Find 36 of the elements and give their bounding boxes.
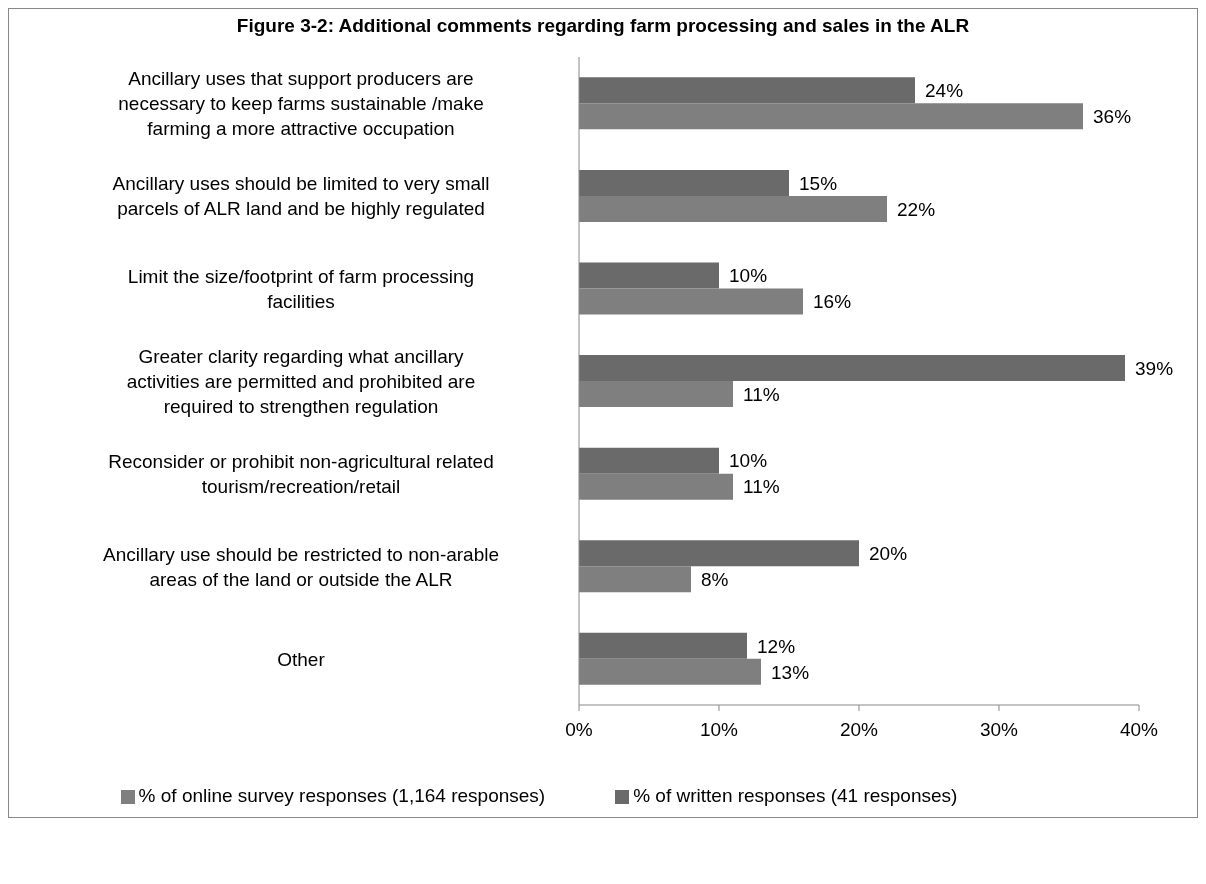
data-label: 39% <box>1135 357 1174 379</box>
data-label: 8% <box>701 568 729 590</box>
y-tick-label: Limit the size/footprint of farm processing facilities <box>127 265 475 312</box>
data-label: 20% <box>869 542 908 564</box>
y-tick-label: Ancillary use should be restricted to non-arable areas of the land or outside the ALR <box>102 543 500 590</box>
chart-title: Figure 3-2: Additional comments regarding farm processing and sales in the ALR <box>235 14 971 38</box>
x-tick-label: 20% <box>839 719 879 741</box>
data-label: 22% <box>897 198 936 220</box>
bar <box>579 540 859 567</box>
x-tick-label: 0% <box>565 719 593 741</box>
x-tick-label: 10% <box>699 719 739 741</box>
data-label: 15% <box>799 172 838 194</box>
y-tick-label: Other <box>277 648 326 670</box>
bar <box>579 632 747 659</box>
data-label: 10% <box>729 265 768 287</box>
data-label: 16% <box>813 291 852 313</box>
y-tick-label: Greater clarity regarding what ancillary activities are permitted and prohibited are required to strengthen regulation <box>126 345 476 417</box>
data-label: 11% <box>743 383 780 405</box>
data-label: 36% <box>1093 106 1132 128</box>
y-tick-label: Reconsider or prohibit non-agricultural related tourism/recreation/retail <box>108 450 494 497</box>
data-label: 11% <box>743 476 780 498</box>
x-tick-label: 40% <box>1119 719 1159 741</box>
data-label: 10% <box>729 450 768 472</box>
x-tick-label: 30% <box>979 719 1019 741</box>
data-label: 12% <box>757 635 796 657</box>
y-tick-label: Ancillary uses should be limited to very small parcels of ALR land and be highly regulated <box>112 172 490 219</box>
legend-label: % of written responses (41 responses) <box>633 785 958 806</box>
y-tick-label: Ancillary uses that support producers are necessary to keep farms sustainable /make farming a more attractive occupation <box>118 67 484 139</box>
data-label: 24% <box>925 80 964 102</box>
bar <box>579 77 915 104</box>
bar <box>579 355 1125 382</box>
data-label: 13% <box>771 661 810 683</box>
bar <box>579 169 789 196</box>
bar <box>579 262 719 289</box>
bar <box>579 447 719 474</box>
legend-label: % of online survey responses (1,164 responses) <box>138 785 546 806</box>
